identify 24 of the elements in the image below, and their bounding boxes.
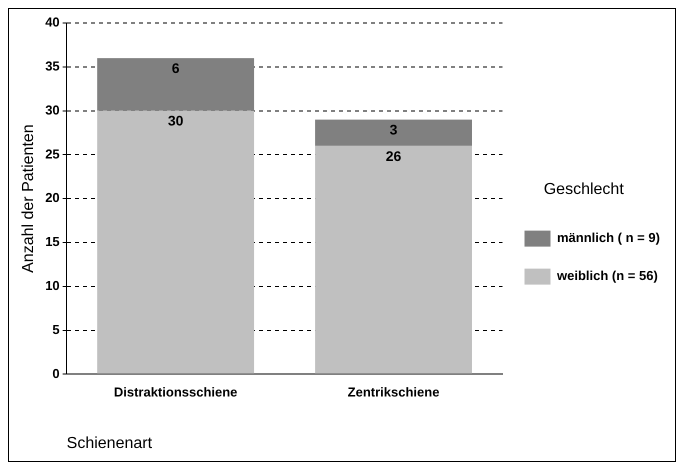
- data-label: 6: [172, 60, 180, 76]
- bar: [315, 146, 472, 374]
- legend-title: Geschlecht: [544, 180, 624, 198]
- bar: [97, 110, 254, 374]
- y-axis-title: Anzahl der Patienten: [20, 124, 38, 273]
- y-tick-label: 40: [45, 14, 60, 30]
- bar: [97, 58, 254, 111]
- legend-label: weiblich (n = 56): [556, 268, 658, 284]
- x-tick-label: Distraktionsschiene: [114, 384, 238, 400]
- y-tick-label: 25: [45, 146, 60, 162]
- y-tick-label: 35: [45, 58, 60, 74]
- legend-label: männlich ( n = 9): [557, 230, 660, 246]
- y-tick-label: 5: [52, 322, 60, 337]
- y-tick-label: 0: [52, 366, 60, 381]
- y-tick-label: 15: [45, 234, 60, 250]
- y-tick-label: 20: [45, 190, 60, 206]
- bar: [315, 120, 472, 146]
- data-label: 26: [386, 148, 402, 164]
- y-tick-label: 10: [45, 278, 60, 293]
- x-tick-label: Zentrikschiene: [348, 384, 440, 400]
- x-axis-title: Schienenart: [66, 434, 153, 452]
- data-label: 3: [390, 121, 398, 138]
- y-tick-label: 30: [45, 102, 60, 118]
- data-label: 30: [168, 112, 184, 129]
